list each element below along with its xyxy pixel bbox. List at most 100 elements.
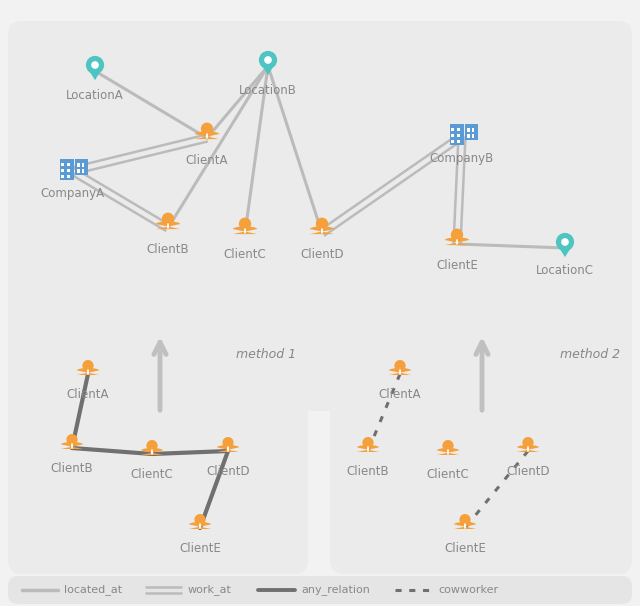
Polygon shape [367, 447, 369, 450]
Polygon shape [198, 524, 202, 527]
Text: LocationA: LocationA [66, 89, 124, 102]
Text: CompanyB: CompanyB [430, 152, 494, 165]
Circle shape [91, 61, 99, 69]
Polygon shape [233, 227, 257, 234]
FancyBboxPatch shape [60, 159, 74, 180]
FancyBboxPatch shape [77, 170, 79, 173]
Text: work_at: work_at [188, 585, 232, 596]
Text: ClientD: ClientD [206, 465, 250, 478]
Text: LocationC: LocationC [536, 264, 594, 277]
Circle shape [239, 218, 251, 230]
Polygon shape [321, 229, 324, 231]
Circle shape [162, 213, 174, 225]
FancyBboxPatch shape [8, 21, 632, 411]
Polygon shape [243, 229, 246, 231]
Polygon shape [61, 442, 83, 449]
Text: LocationB: LocationB [239, 84, 297, 97]
Polygon shape [156, 221, 180, 229]
Text: ClientB: ClientB [51, 462, 93, 475]
Circle shape [316, 218, 328, 230]
Polygon shape [456, 240, 458, 242]
Polygon shape [437, 448, 459, 455]
FancyBboxPatch shape [82, 164, 84, 167]
FancyBboxPatch shape [61, 168, 64, 172]
Polygon shape [310, 227, 334, 234]
Circle shape [259, 51, 277, 69]
Circle shape [442, 440, 454, 451]
FancyBboxPatch shape [61, 175, 64, 178]
Polygon shape [217, 445, 239, 452]
FancyBboxPatch shape [449, 124, 464, 145]
Polygon shape [166, 224, 170, 227]
FancyBboxPatch shape [67, 175, 70, 178]
Text: ClientA: ClientA [186, 154, 228, 167]
FancyBboxPatch shape [467, 135, 470, 138]
Polygon shape [447, 450, 449, 453]
Polygon shape [150, 450, 154, 453]
FancyBboxPatch shape [8, 336, 308, 574]
Polygon shape [357, 445, 379, 452]
Text: method 1: method 1 [236, 348, 296, 361]
FancyBboxPatch shape [472, 128, 474, 132]
Polygon shape [189, 522, 211, 529]
Polygon shape [260, 63, 276, 75]
Text: ClientC: ClientC [427, 468, 469, 481]
Text: ClientC: ClientC [131, 468, 173, 481]
Circle shape [561, 238, 569, 246]
Circle shape [86, 56, 104, 74]
FancyBboxPatch shape [451, 128, 454, 131]
Circle shape [67, 434, 77, 445]
Polygon shape [77, 368, 99, 375]
Circle shape [362, 437, 374, 448]
FancyBboxPatch shape [465, 124, 477, 140]
FancyBboxPatch shape [82, 170, 84, 173]
Text: ClientE: ClientE [436, 259, 478, 272]
Text: ClientA: ClientA [67, 388, 109, 401]
Circle shape [223, 437, 234, 448]
Circle shape [201, 122, 213, 135]
Polygon shape [70, 444, 74, 447]
Circle shape [522, 437, 534, 448]
Circle shape [460, 514, 470, 525]
Polygon shape [195, 132, 219, 139]
Polygon shape [141, 448, 163, 455]
Text: ClientE: ClientE [444, 542, 486, 555]
FancyBboxPatch shape [330, 336, 632, 574]
Polygon shape [454, 522, 476, 529]
FancyBboxPatch shape [451, 139, 454, 143]
Text: located_at: located_at [64, 585, 122, 596]
FancyBboxPatch shape [457, 139, 460, 143]
Polygon shape [86, 370, 90, 373]
FancyBboxPatch shape [451, 134, 454, 137]
FancyBboxPatch shape [61, 162, 64, 166]
FancyBboxPatch shape [67, 168, 70, 172]
Circle shape [451, 228, 463, 241]
Text: CompanyA: CompanyA [40, 187, 104, 200]
FancyBboxPatch shape [67, 162, 70, 166]
Polygon shape [227, 447, 229, 450]
Polygon shape [445, 238, 469, 245]
Circle shape [147, 440, 157, 451]
Text: ClientD: ClientD [300, 248, 344, 261]
FancyBboxPatch shape [457, 134, 460, 137]
Text: ClientA: ClientA [379, 388, 421, 401]
Circle shape [264, 56, 272, 64]
Polygon shape [517, 445, 539, 452]
FancyBboxPatch shape [457, 128, 460, 131]
Text: ClientC: ClientC [223, 248, 266, 261]
FancyBboxPatch shape [472, 135, 474, 138]
Circle shape [83, 360, 93, 371]
FancyBboxPatch shape [77, 164, 79, 167]
FancyBboxPatch shape [467, 128, 470, 132]
Circle shape [556, 233, 574, 251]
Text: ClientB: ClientB [147, 243, 189, 256]
Circle shape [394, 360, 406, 371]
Polygon shape [205, 134, 209, 137]
Text: ClientD: ClientD [506, 465, 550, 478]
Text: method 2: method 2 [560, 348, 620, 361]
Polygon shape [557, 245, 573, 257]
Polygon shape [87, 68, 103, 80]
FancyBboxPatch shape [75, 159, 88, 175]
Polygon shape [527, 447, 529, 450]
Polygon shape [463, 524, 467, 527]
